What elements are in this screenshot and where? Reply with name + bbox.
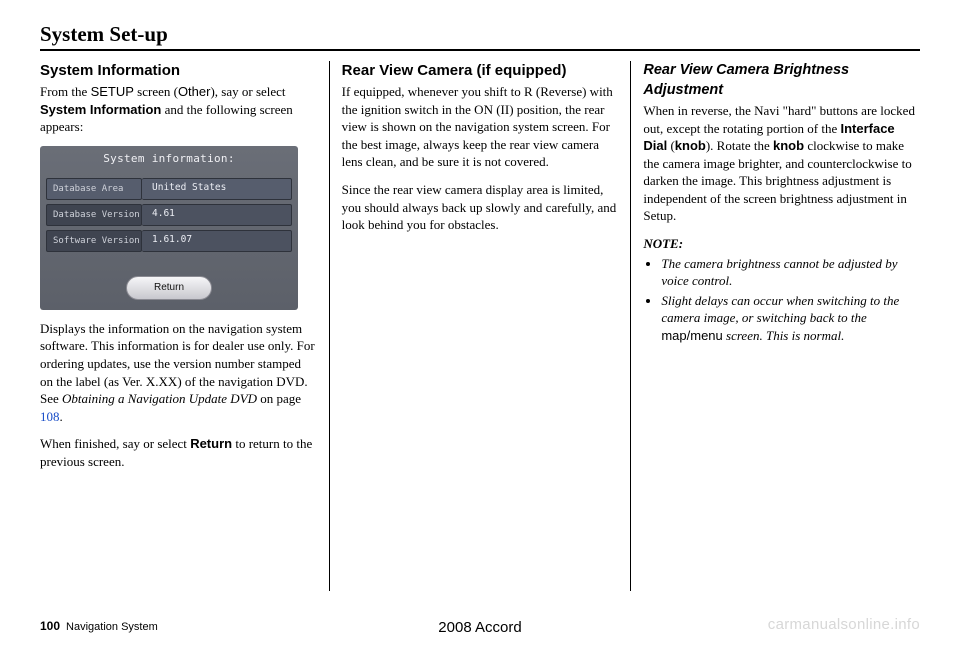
setup-label: SETUP bbox=[91, 84, 134, 99]
para-displays-info: Displays the information on the navigati… bbox=[40, 320, 317, 425]
note2-c: screen. This is normal. bbox=[723, 328, 845, 343]
map-menu-label: map/menu bbox=[661, 328, 722, 343]
heading-brightness-adjustment: Rear View Camera Brightness Adjustment bbox=[643, 61, 920, 100]
intro-text-1: From the bbox=[40, 84, 91, 99]
p1-e: ). Rotate the bbox=[706, 138, 773, 153]
screenshot-label: Database Version bbox=[46, 204, 142, 226]
heading-system-information: System Information bbox=[40, 61, 317, 81]
screenshot-row-database-area: Database Area United States bbox=[46, 178, 292, 200]
column-3: Rear View Camera Brightness Adjustment W… bbox=[631, 61, 920, 591]
screenshot-value: 1.61.07 bbox=[142, 230, 292, 252]
other-label: Other bbox=[178, 84, 211, 99]
return-label: Return bbox=[190, 436, 232, 451]
brightness-para: When in reverse, the Navi "hard" buttons… bbox=[643, 102, 920, 225]
page-title: System Set-up bbox=[40, 22, 920, 51]
screenshot-label: Database Area bbox=[46, 178, 142, 200]
para3-text-a: When finished, say or select bbox=[40, 436, 190, 451]
rear-view-para1: If equipped, whenever you shift to R (Re… bbox=[342, 83, 619, 171]
screenshot-title: System information: bbox=[40, 152, 298, 167]
screenshot-value: 4.61 bbox=[142, 204, 292, 226]
intro-text-2: screen ( bbox=[134, 84, 178, 99]
intro-paragraph: From the SETUP screen (Other), say or se… bbox=[40, 83, 317, 136]
note-label: NOTE: bbox=[643, 235, 920, 253]
screenshot-row-database-version: Database Version 4.61 bbox=[46, 204, 292, 226]
screenshot-label: Software Version bbox=[46, 230, 142, 252]
para-when-finished: When finished, say or select Return to r… bbox=[40, 435, 317, 470]
screenshot-row-software-version: Software Version 1.61.07 bbox=[46, 230, 292, 252]
page-link-108[interactable]: 108 bbox=[40, 409, 60, 424]
column-2: Rear View Camera (if equipped) If equipp… bbox=[330, 61, 632, 591]
p1-c: ( bbox=[667, 138, 675, 153]
knob-label-2: knob bbox=[773, 138, 804, 153]
screenshot-value: United States bbox=[142, 178, 292, 200]
note2-a: Slight delays can occur when switching t… bbox=[661, 293, 899, 326]
heading-rear-view-camera: Rear View Camera (if equipped) bbox=[342, 61, 619, 81]
intro-text-3: ), say or select bbox=[210, 84, 285, 99]
return-button[interactable]: Return bbox=[126, 276, 212, 300]
system-info-screenshot: System information: Database Area United… bbox=[40, 146, 298, 310]
note-list: The camera brightness cannot be adjusted… bbox=[643, 255, 920, 345]
para2-text-d: . bbox=[60, 409, 63, 424]
watermark: carmanualsonline.info bbox=[768, 616, 920, 633]
note-item-1: The camera brightness cannot be adjusted… bbox=[661, 255, 920, 290]
para2-text-c: on page bbox=[257, 391, 301, 406]
knob-label-1: knob bbox=[675, 138, 706, 153]
para2-italic: Obtaining a Navigation Update DVD bbox=[62, 391, 257, 406]
rear-view-para2: Since the rear view camera display area … bbox=[342, 181, 619, 234]
columns: System Information From the SETUP screen… bbox=[40, 61, 920, 591]
system-information-label: System Information bbox=[40, 102, 161, 117]
column-1: System Information From the SETUP screen… bbox=[40, 61, 330, 591]
note-item-2: Slight delays can occur when switching t… bbox=[661, 292, 920, 345]
